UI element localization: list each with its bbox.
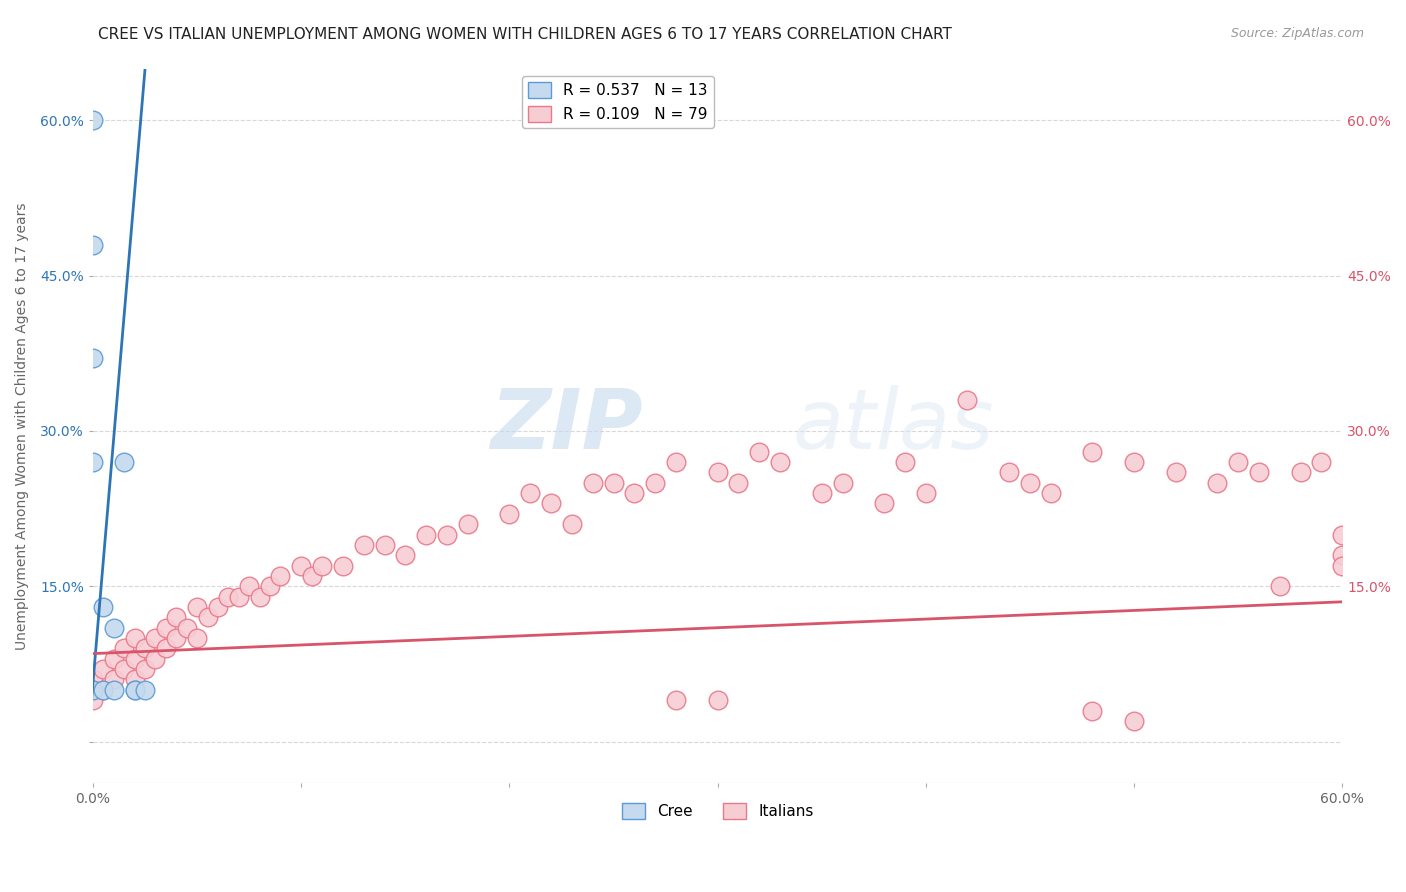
Point — [207, 599, 229, 614]
Point — [1331, 558, 1354, 573]
Point — [124, 652, 146, 666]
Point — [1206, 475, 1229, 490]
Point — [1081, 704, 1104, 718]
Point — [290, 558, 312, 573]
Point — [165, 631, 187, 645]
Point — [82, 237, 104, 252]
Point — [894, 455, 917, 469]
Point — [134, 682, 156, 697]
Point — [1123, 714, 1146, 728]
Point — [1081, 444, 1104, 458]
Point — [727, 475, 749, 490]
Point — [103, 652, 125, 666]
Point — [82, 351, 104, 366]
Point — [82, 682, 104, 697]
Point — [176, 621, 198, 635]
Point — [831, 475, 853, 490]
Point — [124, 631, 146, 645]
Point — [457, 517, 479, 532]
Point — [1123, 455, 1146, 469]
Point — [540, 496, 562, 510]
Y-axis label: Unemployment Among Women with Children Ages 6 to 17 years: Unemployment Among Women with Children A… — [15, 202, 30, 649]
Point — [998, 466, 1021, 480]
Point — [217, 590, 239, 604]
Point — [602, 475, 624, 490]
Point — [1164, 466, 1187, 480]
Point — [197, 610, 219, 624]
Point — [103, 673, 125, 687]
Point — [436, 527, 458, 541]
Point — [186, 631, 208, 645]
Point — [644, 475, 666, 490]
Point — [1039, 486, 1062, 500]
Text: ZIP: ZIP — [491, 385, 643, 467]
Point — [1227, 455, 1250, 469]
Point — [1331, 527, 1354, 541]
Point — [665, 455, 688, 469]
Point — [103, 621, 125, 635]
Point — [269, 569, 291, 583]
Point — [93, 682, 115, 697]
Point — [124, 682, 146, 697]
Point — [112, 641, 135, 656]
Point — [498, 507, 520, 521]
Point — [582, 475, 605, 490]
Point — [103, 682, 125, 697]
Point — [112, 455, 135, 469]
Point — [124, 682, 146, 697]
Point — [82, 693, 104, 707]
Point — [311, 558, 333, 573]
Point — [124, 673, 146, 687]
Point — [1289, 466, 1312, 480]
Point — [186, 599, 208, 614]
Point — [165, 610, 187, 624]
Point — [561, 517, 583, 532]
Point — [956, 392, 979, 407]
Point — [769, 455, 792, 469]
Point — [665, 693, 688, 707]
Point — [82, 113, 104, 128]
Legend: Cree, Italians: Cree, Italians — [616, 797, 820, 825]
Point — [93, 599, 115, 614]
Point — [134, 662, 156, 676]
Point — [249, 590, 271, 604]
Point — [1310, 455, 1333, 469]
Point — [394, 548, 416, 562]
Point — [332, 558, 354, 573]
Point — [112, 662, 135, 676]
Point — [1331, 548, 1354, 562]
Point — [82, 455, 104, 469]
Text: Source: ZipAtlas.com: Source: ZipAtlas.com — [1230, 27, 1364, 40]
Point — [93, 682, 115, 697]
Text: atlas: atlas — [793, 385, 994, 467]
Point — [1247, 466, 1270, 480]
Text: CREE VS ITALIAN UNEMPLOYMENT AMONG WOMEN WITH CHILDREN AGES 6 TO 17 YEARS CORREL: CREE VS ITALIAN UNEMPLOYMENT AMONG WOMEN… — [98, 27, 952, 42]
Point — [228, 590, 250, 604]
Point — [519, 486, 541, 500]
Point — [623, 486, 645, 500]
Point — [155, 641, 177, 656]
Point — [1019, 475, 1042, 490]
Point — [748, 444, 770, 458]
Point — [155, 621, 177, 635]
Point — [1268, 579, 1291, 593]
Point — [145, 631, 167, 645]
Point — [415, 527, 437, 541]
Point — [301, 569, 323, 583]
Point — [238, 579, 260, 593]
Point — [873, 496, 896, 510]
Point — [93, 662, 115, 676]
Point — [145, 652, 167, 666]
Point — [82, 673, 104, 687]
Point — [134, 641, 156, 656]
Point — [706, 466, 728, 480]
Point — [259, 579, 281, 593]
Point — [706, 693, 728, 707]
Point — [373, 538, 395, 552]
Point — [82, 682, 104, 697]
Point — [914, 486, 936, 500]
Point — [353, 538, 375, 552]
Point — [810, 486, 832, 500]
